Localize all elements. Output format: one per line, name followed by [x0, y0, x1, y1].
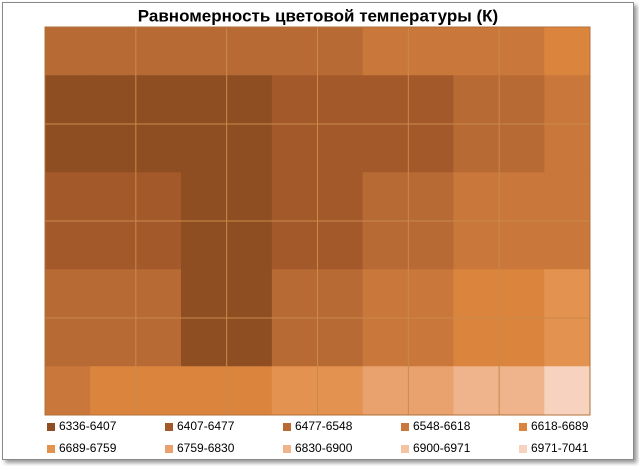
legend-label: 6689-6759 — [59, 441, 117, 455]
legend-swatch — [283, 423, 291, 431]
legend-swatch — [519, 423, 527, 431]
legend-swatch — [401, 423, 409, 431]
contour-cell — [45, 366, 91, 415]
legend-swatch — [47, 423, 55, 431]
legend-label: 6407-6477 — [177, 419, 235, 433]
chart-title: Равномерность цветовой температуры (К) — [138, 6, 498, 25]
legend-label: 6759-6830 — [177, 441, 235, 455]
contour-cell — [544, 27, 590, 76]
legend-label: 6618-6689 — [531, 419, 589, 433]
plot-border — [44, 26, 591, 416]
legend-swatch — [283, 445, 291, 453]
legend-label: 6548-6618 — [413, 419, 471, 433]
legend-swatch — [165, 445, 173, 453]
legend-swatch — [401, 445, 409, 453]
legend-swatch — [165, 423, 173, 431]
contour-cell — [544, 366, 590, 415]
legend-label: 6900-6971 — [413, 441, 471, 455]
legend-label: 6477-6548 — [295, 419, 353, 433]
legend-swatch — [47, 445, 55, 453]
contour-cell — [45, 27, 91, 76]
legend-label: 6971-7041 — [531, 441, 589, 455]
legend-label: 6336-6407 — [59, 419, 117, 433]
legend-label: 6830-6900 — [295, 441, 353, 455]
legend-swatch — [519, 445, 527, 453]
